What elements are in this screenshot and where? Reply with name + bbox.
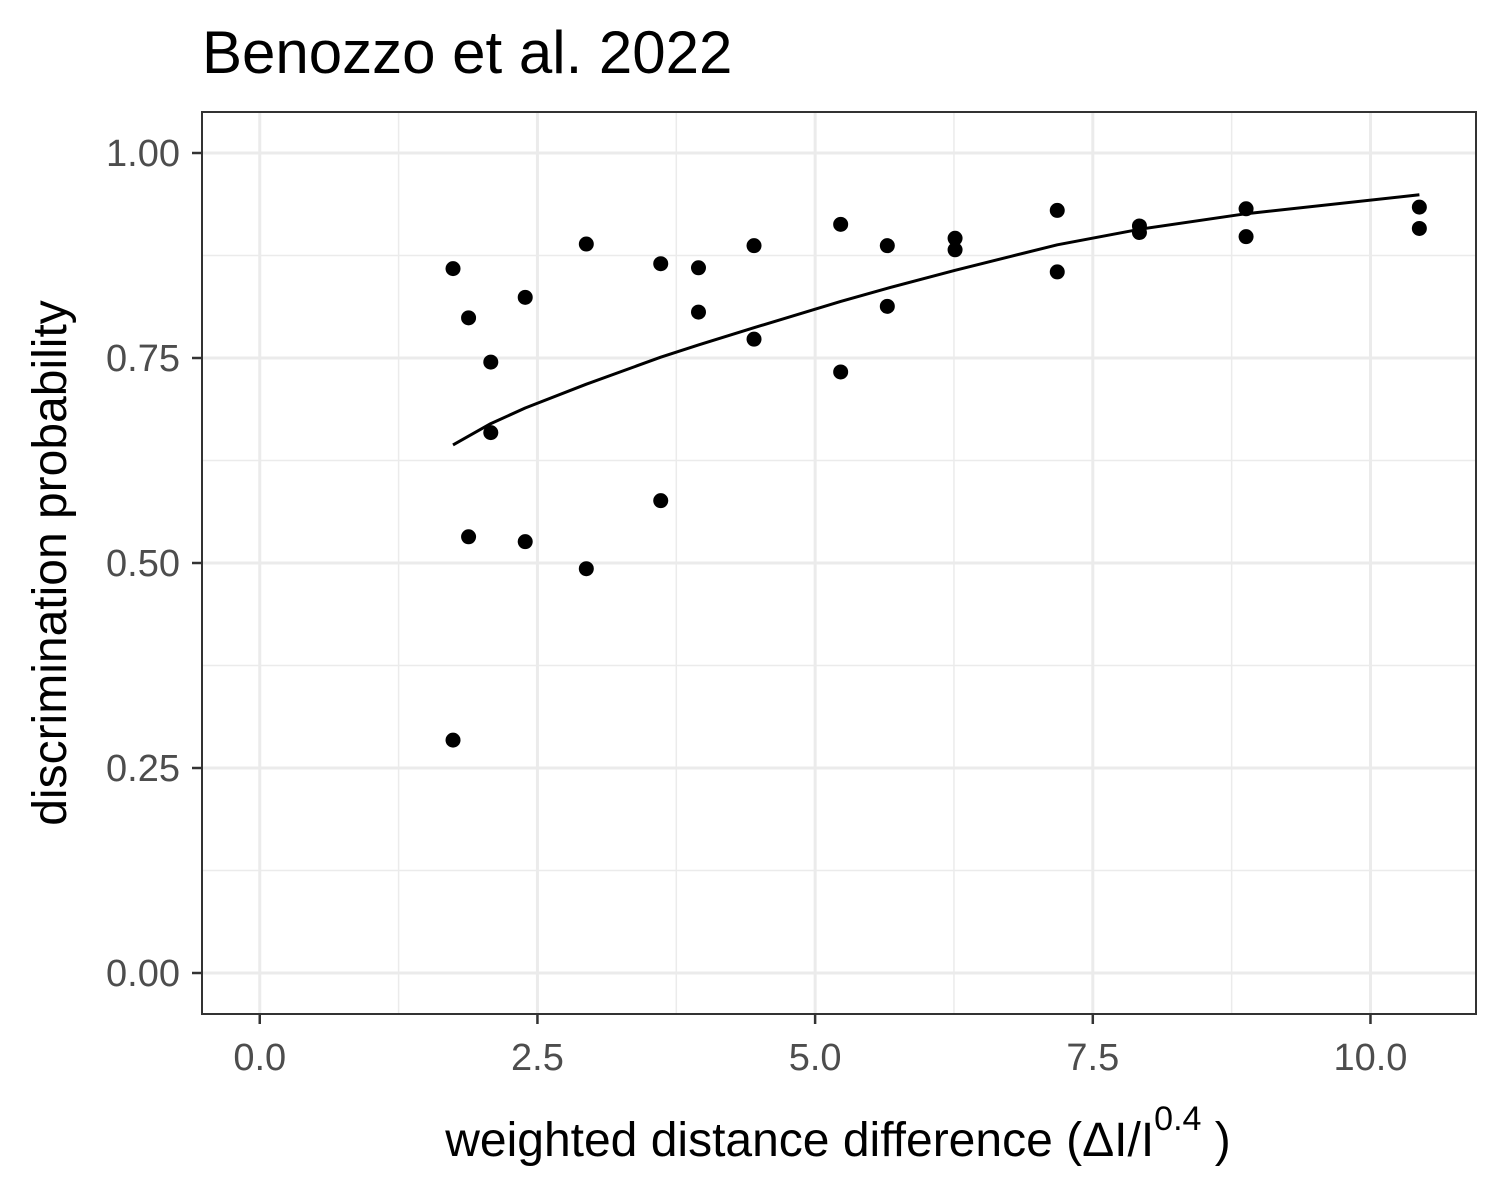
data-point: [483, 354, 499, 370]
x-axis-label-main: weighted distance difference (ΔI/I: [444, 1114, 1154, 1167]
x-tick-label: 0.0: [233, 1037, 286, 1079]
y-axis-ticks: 0.00 0.25 0.50 0.75 1.00: [106, 133, 202, 995]
x-axis-label: weighted distance difference (ΔI/I0.4 ): [444, 1100, 1231, 1167]
data-point: [1411, 220, 1427, 236]
data-point: [833, 364, 849, 380]
y-tick-label: 0.75: [106, 338, 180, 380]
data-point: [461, 310, 477, 326]
data-point: [653, 493, 669, 509]
data-point: [690, 260, 706, 276]
data-point: [947, 230, 963, 246]
data-point: [1238, 201, 1254, 217]
data-point: [1411, 199, 1427, 215]
data-point: [690, 304, 706, 320]
x-tick-label: 10.0: [1333, 1037, 1407, 1079]
data-point: [1238, 229, 1254, 245]
y-tick-label: 1.00: [106, 133, 180, 175]
data-point: [578, 561, 594, 577]
data-point: [833, 216, 849, 232]
data-point: [445, 261, 461, 277]
y-tick-label: 0.00: [106, 953, 180, 995]
data-point: [578, 236, 594, 252]
data-point: [1049, 264, 1065, 280]
y-axis-label: discrimination probability: [24, 300, 77, 826]
x-axis-ticks: 0.0 2.5 5.0 7.5 10.0: [233, 1014, 1407, 1079]
data-point: [947, 242, 963, 258]
data-point: [517, 534, 533, 550]
x-tick-label: 2.5: [511, 1037, 564, 1079]
x-axis-label-superscript: 0.4: [1154, 1100, 1201, 1138]
data-point: [746, 238, 762, 254]
fit-curve: [452, 193, 1420, 447]
x-tick-label: 7.5: [1066, 1037, 1119, 1079]
data-points: [445, 199, 1427, 748]
data-point: [879, 298, 895, 314]
chart-title: Benozzo et al. 2022: [202, 19, 732, 86]
data-point: [1131, 225, 1147, 241]
data-point: [483, 425, 499, 441]
fit-curve-layer: [452, 193, 1420, 447]
major-gridlines: [202, 112, 1476, 1014]
data-point: [461, 529, 477, 545]
data-point: [445, 732, 461, 748]
data-point: [879, 238, 895, 254]
data-point: [653, 256, 669, 272]
x-tick-label: 5.0: [789, 1037, 842, 1079]
x-axis-label-suffix: ): [1201, 1114, 1230, 1167]
data-point: [1049, 202, 1065, 218]
data-point: [517, 289, 533, 305]
y-tick-label: 0.50: [106, 543, 180, 585]
data-point: [746, 331, 762, 347]
y-tick-label: 0.25: [106, 748, 180, 790]
